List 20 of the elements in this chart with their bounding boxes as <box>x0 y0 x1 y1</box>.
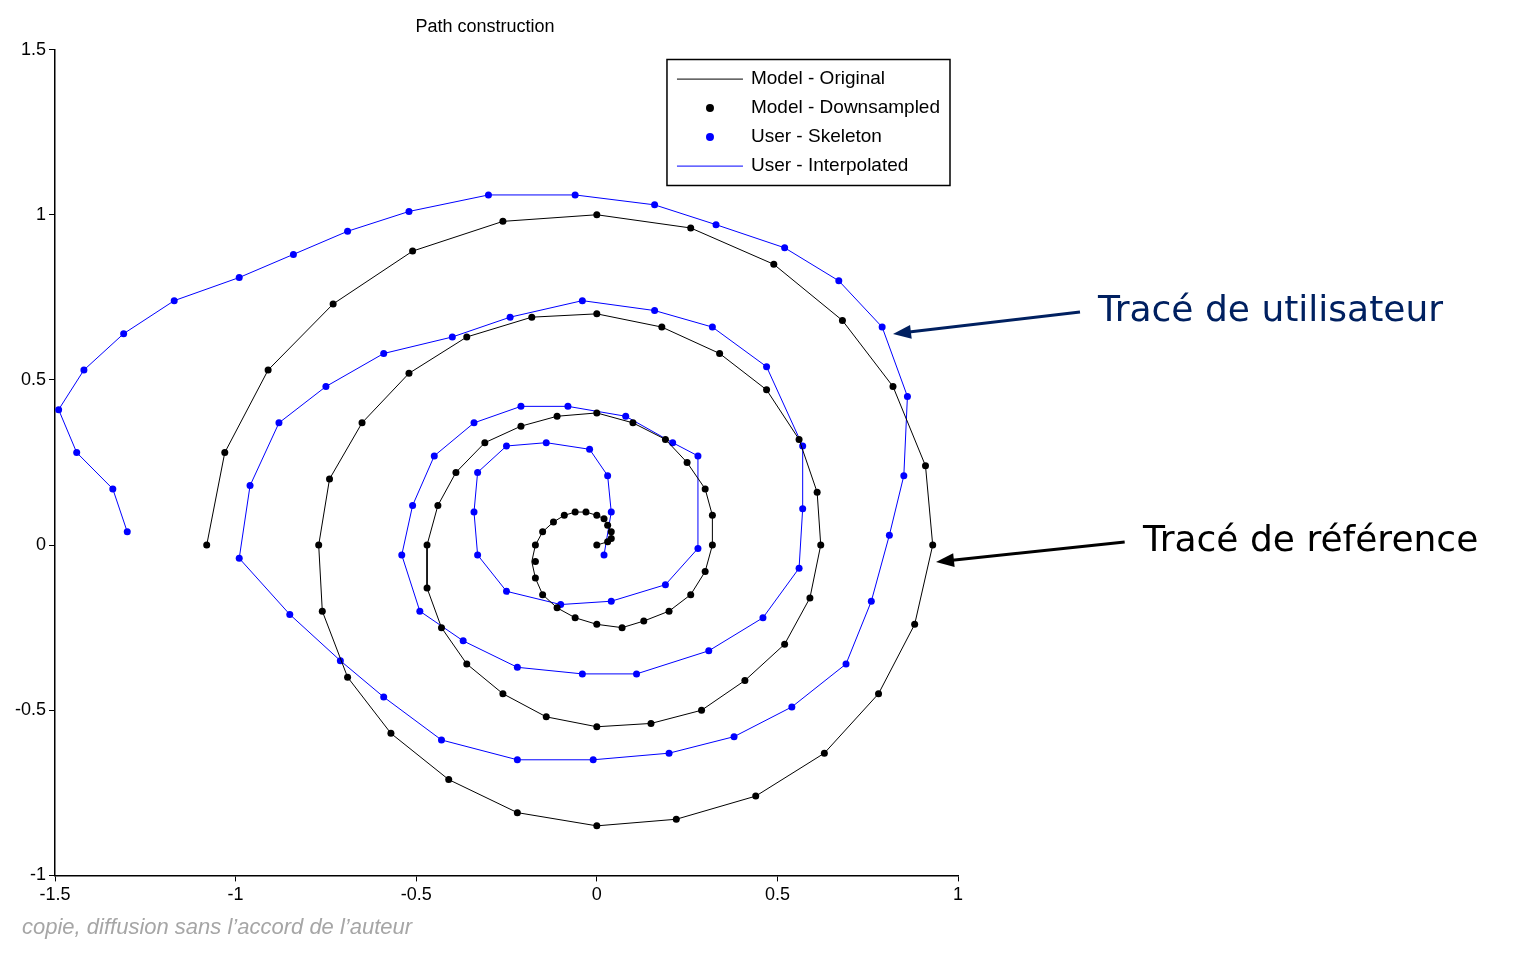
x-tick-label: -0.5 <box>400 884 432 905</box>
x-tick-label: 1 <box>952 884 964 905</box>
legend-label: User - Skeleton <box>750 125 882 147</box>
x-tick-label: -1 <box>227 884 244 905</box>
y-tick-label: -1 <box>30 864 47 885</box>
text: Tracé de référence <box>1142 517 1479 559</box>
y-tick-label: 0 <box>36 534 47 555</box>
y-tick-label: 0.5 <box>20 368 47 389</box>
y-tick-label: 1.5 <box>20 38 47 59</box>
x-tick-label: 0 <box>591 884 602 905</box>
legend-label: Model - Downsampled <box>750 96 941 118</box>
x-tick-label: 0.5 <box>764 884 790 905</box>
text: copie, diffusion sans l’accord de l’auteur <box>22 914 414 940</box>
chart-title: Path construction <box>415 15 555 36</box>
y-tick-label: 1 <box>36 203 47 224</box>
y-tick-label: -0.5 <box>14 699 47 720</box>
x-tick-label: -1.5 <box>39 884 71 905</box>
legend-label: User - Interpolated <box>750 154 909 176</box>
legend-label: Model - Original <box>750 67 886 89</box>
text: Tracé de utilisateur <box>1097 288 1444 330</box>
